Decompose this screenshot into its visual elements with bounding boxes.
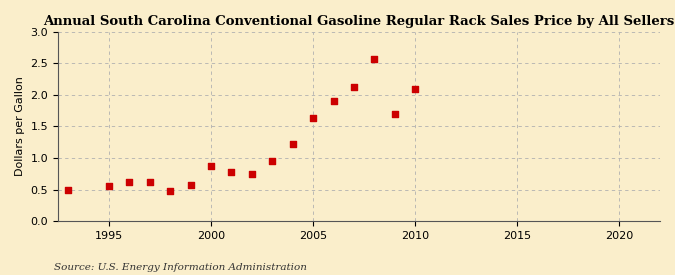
Title: Annual South Carolina Conventional Gasoline Regular Rack Sales Price by All Sell: Annual South Carolina Conventional Gasol… [43,15,674,28]
Point [104,184,115,189]
Point [185,183,196,187]
Point [246,172,257,176]
Text: Source: U.S. Energy Information Administration: Source: U.S. Energy Information Administ… [54,263,307,272]
Y-axis label: Dollars per Gallon: Dollars per Gallon [15,76,25,177]
Point [124,180,135,184]
Point [63,187,74,192]
Point [308,116,319,120]
Point [410,86,421,91]
Point [144,180,155,184]
Point [226,170,237,174]
Point [369,57,380,61]
Point [267,159,277,163]
Point [348,85,359,90]
Point [389,112,400,116]
Point [206,164,217,168]
Point [288,141,298,146]
Point [165,189,176,194]
Point [328,98,339,103]
